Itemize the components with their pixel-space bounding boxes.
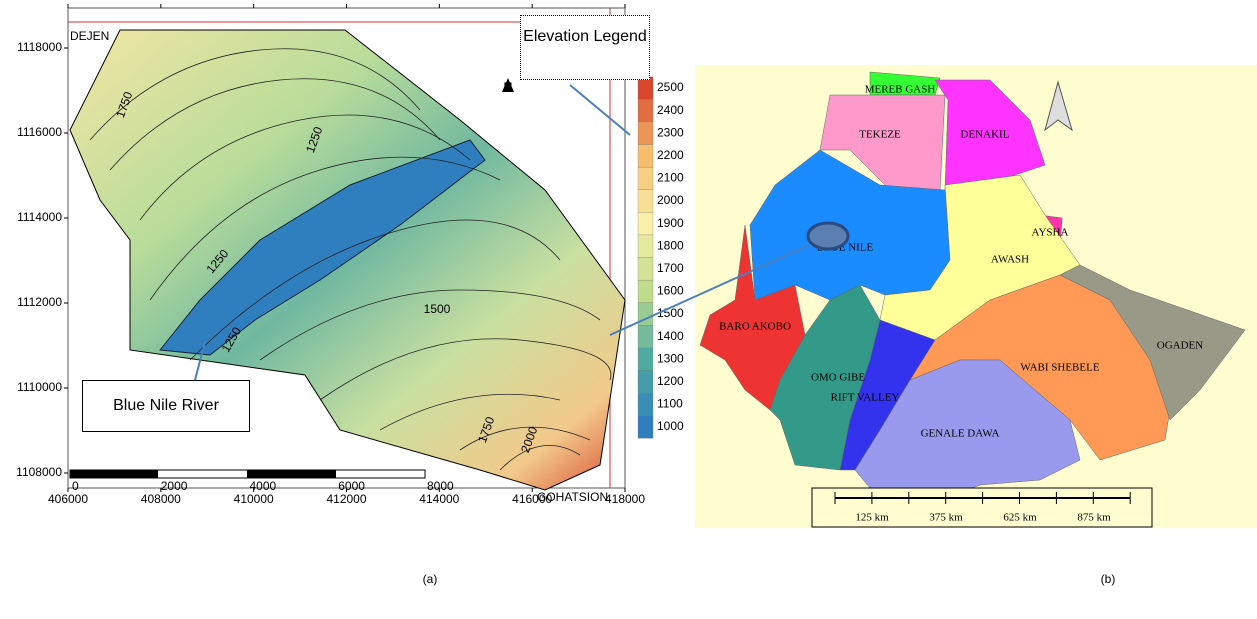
north-label: N	[504, 80, 513, 94]
scale-label: 4000	[250, 479, 277, 493]
place-label: DEJEN	[70, 29, 109, 43]
x-tick-label: 410000	[234, 492, 274, 506]
callout: Blue Nile River	[82, 380, 250, 432]
basin-label: TEKEZE	[859, 129, 901, 141]
legend-swatch	[638, 325, 653, 348]
place-label: GOHATSION	[537, 490, 608, 504]
x-tick-label: 408000	[141, 492, 181, 506]
legend-swatch	[638, 122, 653, 145]
legend-swatch	[638, 145, 653, 168]
callout: Elevation Legend	[520, 15, 650, 80]
legend-swatch	[638, 212, 653, 235]
basin-label: DENAKIL	[961, 129, 1010, 141]
x-tick-label: 412000	[326, 492, 366, 506]
legend-label: 2300	[657, 125, 684, 139]
basin-label: OGADEN	[1157, 340, 1203, 352]
study-area-marker	[808, 223, 848, 249]
legend-label: 2000	[657, 193, 684, 207]
y-tick-label: 1108000	[16, 465, 62, 479]
legend-label: 1100	[657, 397, 683, 411]
legend-label: 1000	[657, 419, 684, 433]
legend-label: 1900	[657, 216, 684, 230]
legend-label: 1200	[657, 374, 684, 388]
x-tick-label: 414000	[419, 492, 459, 506]
legend-label: 1300	[657, 351, 684, 365]
scale-label: 8000	[427, 479, 454, 493]
basin-label: GENALE DAWA	[921, 428, 1000, 440]
legend-label: 1400	[657, 329, 684, 343]
legend-swatch	[638, 280, 653, 303]
contour-label: 1500	[424, 302, 451, 316]
scale-label: 2000	[161, 479, 188, 493]
figure-canvas: 1108000 1110000 1112000 1114000 1116000 11180…	[0, 0, 1257, 619]
y-tick-label: 1112000	[17, 295, 62, 309]
caption: (a)	[423, 572, 438, 586]
scale-label: 0	[72, 479, 79, 493]
y-tick-label: 1116000	[17, 125, 62, 139]
basin-label: WABI SHEBELE	[1020, 362, 1099, 374]
scale-label: 875 km	[1077, 512, 1111, 524]
scale-label: 125 km	[855, 512, 889, 524]
y-tick-label: 1110000	[17, 380, 62, 394]
basin-label: AWASH	[991, 254, 1029, 266]
scale-label: 625 km	[1003, 512, 1037, 524]
legend-label: 1600	[657, 284, 684, 298]
basin-label: MEREB GASH	[865, 84, 936, 96]
legend-swatch	[638, 77, 653, 100]
legend-swatch	[638, 258, 653, 281]
legend-swatch	[638, 167, 653, 190]
scale-label: 6000	[338, 479, 365, 493]
legend-swatch	[638, 416, 653, 439]
legend-label: 2200	[657, 148, 684, 162]
legend-label: 1800	[657, 238, 684, 252]
legend-label: 1700	[657, 261, 684, 275]
x-tick-label: 406000	[48, 492, 88, 506]
scale-label: 375 km	[929, 512, 963, 524]
legend-label: 2500	[657, 80, 684, 94]
legend-swatch	[638, 348, 653, 371]
legend-swatch	[638, 393, 653, 416]
basin-label: BARO AKOBO	[719, 321, 791, 333]
basin-label: OMO GIBE	[811, 372, 865, 384]
legend-swatch	[638, 235, 653, 258]
y-tick-label: 1118000	[17, 40, 62, 54]
legend-swatch	[638, 371, 653, 394]
caption: (b)	[1101, 572, 1116, 586]
figure: 1108000 1110000 1112000 1114000 1116000 11180…	[0, 0, 1257, 619]
basin-label: RIFT VALLEY	[831, 392, 900, 404]
legend-swatch	[638, 99, 653, 122]
legend-label: 2400	[657, 103, 684, 117]
basin-label: AYSHA	[1032, 227, 1069, 239]
legend-swatch	[638, 190, 653, 213]
legend-label: 2100	[657, 171, 684, 185]
x-tick-label: 418000	[605, 492, 645, 506]
y-tick-label: 1114000	[17, 210, 62, 224]
